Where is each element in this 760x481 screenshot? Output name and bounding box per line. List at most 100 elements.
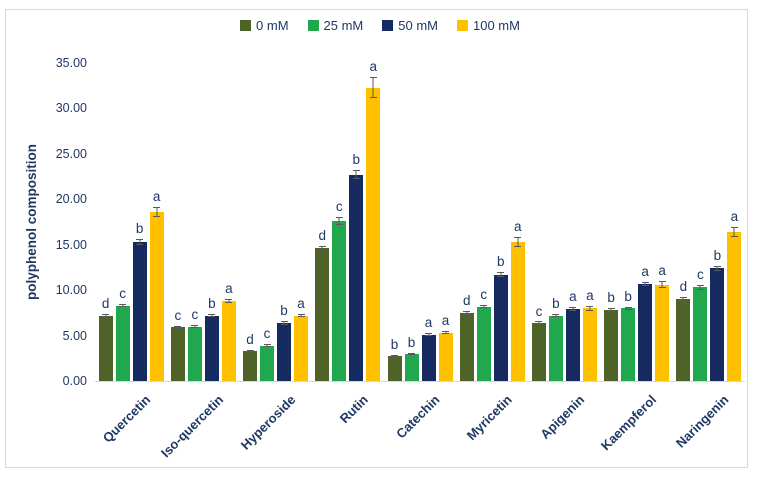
bar-100mM-naringenin — [727, 232, 742, 381]
error-bar — [263, 344, 271, 347]
bar-0mM-hyperoside — [243, 351, 258, 381]
error-bar — [246, 350, 254, 353]
error-bar-line — [627, 306, 629, 310]
significance-letter: a — [569, 289, 577, 305]
bar-50mM-rutin — [349, 174, 364, 381]
error-bar-line — [283, 321, 285, 325]
significance-letter: a — [730, 209, 739, 225]
error-bar-line — [445, 331, 446, 335]
error-bar — [586, 306, 594, 311]
error-bar-line — [139, 239, 141, 245]
significance-letter: b — [352, 152, 361, 168]
error-bar — [391, 354, 398, 357]
bar-50mM-quercetin — [132, 242, 147, 381]
significance-letter: c — [697, 267, 704, 283]
error-bar-line — [699, 285, 701, 290]
error-bar-line — [644, 281, 646, 286]
error-bar-line — [321, 245, 323, 252]
legend-item: 50 mM — [382, 18, 438, 33]
error-bar — [208, 313, 216, 318]
significance-letter: b — [496, 254, 505, 270]
y-tick-label: 0.00 — [62, 374, 87, 388]
legend-item: 25 mM — [307, 18, 363, 33]
significance-letter: c — [480, 286, 488, 302]
legend-label: 50 mM — [398, 18, 438, 33]
error-bar-line — [733, 227, 735, 237]
significance-letter: a — [424, 315, 433, 331]
error-bar-line — [589, 306, 591, 311]
bar-100mM-kaempferol — [655, 284, 670, 381]
legend-label: 0 mM — [256, 18, 289, 33]
error-bar — [480, 304, 488, 309]
y-tick-label: 35.00 — [55, 56, 87, 70]
bar-0mM-iso-quercetin — [170, 327, 185, 381]
bar-100mM-myricetin — [510, 242, 525, 381]
legend-swatch-icon — [240, 20, 252, 31]
bar-100mM-rutin — [366, 87, 381, 381]
error-bar-line — [338, 217, 340, 225]
bar-25mM-catechin — [404, 353, 419, 381]
significance-letter: b — [713, 247, 722, 263]
significance-letter: b — [208, 295, 216, 311]
significance-letter: b — [390, 336, 399, 352]
error-bar-line — [572, 307, 574, 312]
y-tick-label: 20.00 — [55, 192, 87, 207]
bar-50mM-hyperoside — [277, 322, 292, 381]
significance-letter: c — [191, 307, 199, 323]
error-bar — [425, 333, 432, 337]
error-bar — [369, 76, 377, 99]
bar-25mM-quercetin — [115, 305, 130, 381]
error-bar-line — [411, 352, 412, 355]
bar-0mM-kaempferol — [604, 310, 619, 381]
significance-letter: b — [407, 334, 416, 350]
significance-letter: a — [225, 280, 233, 296]
error-bar — [607, 308, 615, 312]
bar-0mM-catechin — [387, 355, 402, 381]
legend-swatch-icon — [307, 20, 319, 31]
legend-swatch-icon — [382, 20, 394, 31]
error-bar-line — [483, 304, 485, 309]
bar-0mM-rutin — [315, 248, 330, 381]
significance-letter: b — [607, 290, 615, 306]
significance-letter: c — [535, 303, 543, 319]
error-bar — [335, 217, 343, 225]
error-bar — [297, 313, 305, 318]
error-bar — [713, 265, 721, 272]
error-bar — [136, 239, 144, 245]
bar-0mM-myricetin — [459, 312, 474, 381]
bar-25mM-myricetin — [476, 306, 491, 381]
bar-100mM-hyperoside — [294, 315, 309, 381]
significance-letter: a — [658, 263, 666, 279]
error-bar-line — [122, 303, 124, 308]
error-bar-line — [228, 298, 230, 304]
y-tick-label: 10.00 — [55, 283, 87, 298]
error-bar — [730, 227, 738, 237]
legend-label: 100 mM — [473, 18, 520, 33]
legend: 0 mM 25 mM 50 mM 100 mM — [0, 18, 760, 33]
significance-letter: a — [441, 313, 450, 329]
error-bar — [696, 285, 704, 290]
significance-letter: c — [263, 326, 271, 342]
error-bar — [442, 331, 449, 335]
error-bar — [280, 321, 288, 325]
error-bar — [658, 281, 666, 289]
significance-letter: b — [624, 288, 632, 304]
error-bar-line — [194, 325, 196, 328]
bar-25mM-apigenin — [548, 315, 563, 381]
error-bar-line — [355, 170, 357, 180]
bar-25mM-rutin — [332, 221, 347, 381]
error-bar — [318, 245, 326, 252]
significance-letter: b — [280, 303, 288, 319]
error-bar — [463, 311, 471, 315]
error-bar — [535, 321, 543, 325]
error-bar-line — [610, 308, 612, 312]
bar-0mM-apigenin — [531, 322, 546, 381]
error-bar-line — [105, 313, 107, 318]
significance-letter: b — [552, 296, 560, 312]
bar-100mM-quercetin — [149, 212, 164, 381]
bar-50mM-naringenin — [710, 268, 725, 381]
error-bar-line — [500, 272, 502, 277]
error-bar — [153, 207, 161, 217]
